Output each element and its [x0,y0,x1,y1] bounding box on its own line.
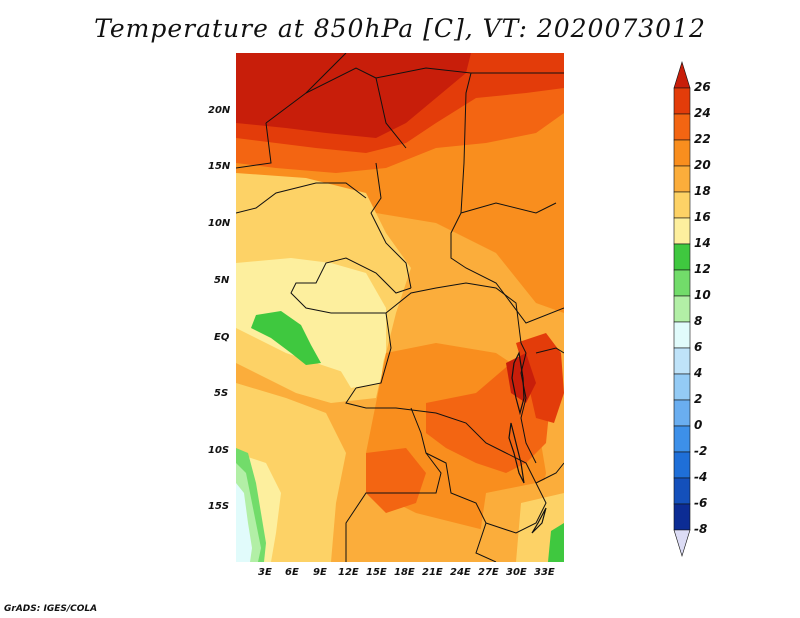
lon-label-24e: 24E [450,567,471,578]
field-24-26-east [516,333,564,423]
colorbar-label-2: 2 [694,392,703,406]
colorbar-segment-8 [673,269,691,297]
field-22-24-southwest [366,448,426,513]
lat-label-10n: 10N [208,218,231,229]
lon-label-12e: 12E [338,567,359,578]
lat-label-15n: 15N [208,161,231,172]
field-10-12-southeast [548,523,564,562]
lat-label-20n: 20N [208,105,231,116]
colorbar-segment-2 [673,113,691,141]
colorbar-label-12: 12 [694,262,711,276]
lon-label-3e: 3E [258,567,272,578]
grads-credit: GrADS: IGES/COLA [4,604,98,614]
lon-label-18e: 18E [394,567,415,578]
colorbar-label-20: 20 [694,158,711,172]
colorbar [673,60,691,558]
colorbar-segment-1 [673,87,691,115]
lat-label-eq: EQ [214,332,230,343]
colorbar-segment-17 [673,503,691,531]
colorbar-label-6: 6 [694,340,703,354]
colorbar-segment-top [673,60,691,89]
lakes [508,351,547,534]
colorbar-label-neg6: -6 [694,496,708,510]
lon-label-6e: 6E [285,567,299,578]
chart-title: Temperature at 850hPa [C], VT: 202007301… [94,14,706,43]
colorbar-label-18: 18 [694,184,711,198]
colorbar-segment-10 [673,321,691,349]
lon-label-33e: 33E [534,567,555,578]
colorbar-label-24: 24 [694,106,711,120]
colorbar-label-26: 26 [694,80,711,94]
colorbar-segment-5 [673,191,691,219]
field-6-8-southwest [236,483,252,562]
field-26-plus-north [236,53,471,138]
lon-label-15e: 15E [366,567,387,578]
colorbar-label-10: 10 [694,288,711,302]
lat-label-5n: 5N [214,275,230,286]
colorbar-label-8: 8 [694,314,703,328]
colorbar-label-neg4: -4 [694,470,708,484]
field-10-12-gabon [251,311,321,365]
colorbar-label-14: 14 [694,236,711,250]
colorbar-label-16: 16 [694,210,711,224]
colorbar-segment-9 [673,295,691,323]
lat-label-15s: 15S [208,501,230,512]
colorbar-label-0: 0 [694,418,703,432]
colorbar-label-neg2: -2 [694,444,708,458]
colorbar-segment-15 [673,451,691,479]
colorbar-segment-11 [673,347,691,375]
country-borders [236,53,564,562]
colorbar-segment-16 [673,477,691,505]
colorbar-segment-3 [673,139,691,167]
colorbar-segment-14 [673,425,691,453]
lon-label-27e: 27E [478,567,499,578]
colorbar-segment-13 [673,399,691,427]
lon-label-30e: 30E [506,567,527,578]
lon-label-9e: 9E [313,567,327,578]
colorbar-segment-12 [673,373,691,401]
lon-label-21e: 21E [422,567,443,578]
colorbar-segment-7 [673,243,691,271]
field-14-16-central [331,311,386,388]
colorbar-segment-6 [673,217,691,245]
colorbar-label-22: 22 [694,132,711,146]
colorbar-segment-4 [673,165,691,193]
colorbar-segment-bottom [673,529,691,558]
lat-label-10s: 10S [208,445,230,456]
lat-label-5s: 5S [214,388,229,399]
temperature-map [236,53,564,562]
colorbar-label-4: 4 [694,366,703,380]
colorbar-label-neg8: -8 [694,522,708,536]
